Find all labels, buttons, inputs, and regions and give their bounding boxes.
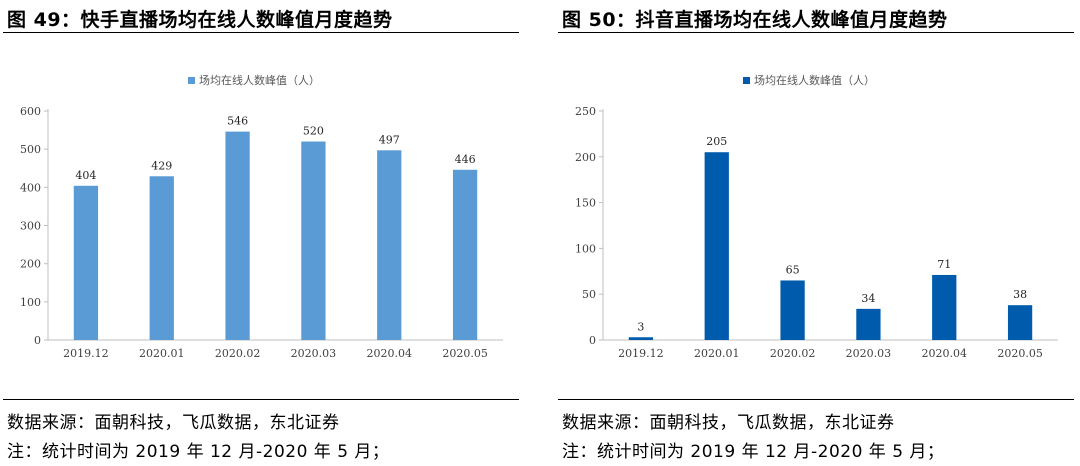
bar [301,141,326,340]
y-tick-label: 300 [20,220,41,233]
bar [452,169,478,340]
kuaishou-bar-chart: 场均在线人数峰值（人） 0 100 200 300 400 500 600 404 2019.12… [20,73,503,360]
bar [149,176,174,340]
bar [628,337,654,340]
bar [704,152,729,340]
figure-title: 图 50：抖音直播场均在线人数峰值月度趋势 [562,9,948,31]
bar [780,280,805,340]
x-tick-label: 2020.03 [291,347,337,360]
y-tick-label: 0 [34,334,41,347]
data-source: 数据来源：面朝科技，飞瓜数据，东北证券 [7,413,340,433]
bar [932,274,957,340]
y-tick-label: 100 [575,242,596,255]
figure-49: 图 49：快手直播场均在线人数峰值月度趋势 场均在线人数峰值（人） 0 100 200… [3,0,523,466]
legend: 场均在线人数峰值（人） [188,73,320,87]
data-label: 520 [303,125,324,138]
bar [377,150,402,340]
legend: 场均在线人数峰值（人） [743,73,875,87]
footer-rule [3,399,519,400]
y-tick-label: 100 [20,296,41,309]
data-label: 497 [379,133,400,146]
x-tick-label: 2020.02 [215,347,261,360]
bar [1007,305,1033,340]
legend-swatch [743,77,750,84]
x-tick-label: 2020.02 [770,347,816,360]
data-label: 446 [455,153,476,166]
x-tick-label: 2020.04 [922,347,968,360]
bar [73,185,99,340]
y-tick-label: 150 [575,197,596,210]
y-tick-label: 200 [575,151,596,164]
y-tick-label: 200 [20,258,41,271]
x-tick-label: 2020.05 [442,347,488,360]
footer-rule [558,399,1074,400]
bar [856,308,881,340]
x-tick-label: 2019.12 [618,347,664,360]
x-tick-label: 2020.03 [846,347,892,360]
data-label: 3 [637,320,644,333]
title-rule [3,32,519,33]
x-tick-label: 2020.04 [367,347,413,360]
data-source: 数据来源：面朝科技，飞瓜数据，东北证券 [562,413,895,433]
data-label: 205 [706,135,727,148]
x-tick-label: 2020.01 [139,347,185,360]
douyin-bar-chart: 场均在线人数峰值（人） 0 50 100 150 200 250 3 2019.12 205 202… [575,73,1058,360]
y-tick-label: 250 [575,105,596,118]
y-tick-label: 400 [20,181,41,194]
data-label: 65 [786,263,800,276]
data-label: 34 [861,292,875,305]
title-rule [558,32,1074,33]
data-label: 71 [937,258,951,271]
figure-title: 图 49：快手直播场均在线人数峰值月度趋势 [7,9,393,31]
footnote: 注：统计时间为 2019 年 12 月-2020 年 5 月； [562,442,945,462]
data-label: 546 [227,115,248,128]
data-label: 404 [75,169,96,182]
data-label: 429 [151,159,172,172]
legend-label: 场均在线人数峰值（人） [199,73,320,87]
x-tick-label: 2020.01 [694,347,740,360]
y-tick-label: 0 [589,334,596,347]
y-tick-label: 500 [20,143,41,156]
x-tick-label: 2020.05 [997,347,1043,360]
bar [225,131,250,340]
figure-50: 图 50：抖音直播场均在线人数峰值月度趋势 场均在线人数峰值（人） 0 50 100 1… [558,0,1078,466]
x-tick-label: 2019.12 [63,347,109,360]
data-label: 38 [1013,288,1027,301]
y-tick-label: 600 [20,105,41,118]
y-tick-label: 50 [582,288,596,301]
footnote: 注：统计时间为 2019 年 12 月-2020 年 5 月； [7,442,390,462]
legend-swatch [188,77,195,84]
legend-label: 场均在线人数峰值（人） [754,73,875,87]
